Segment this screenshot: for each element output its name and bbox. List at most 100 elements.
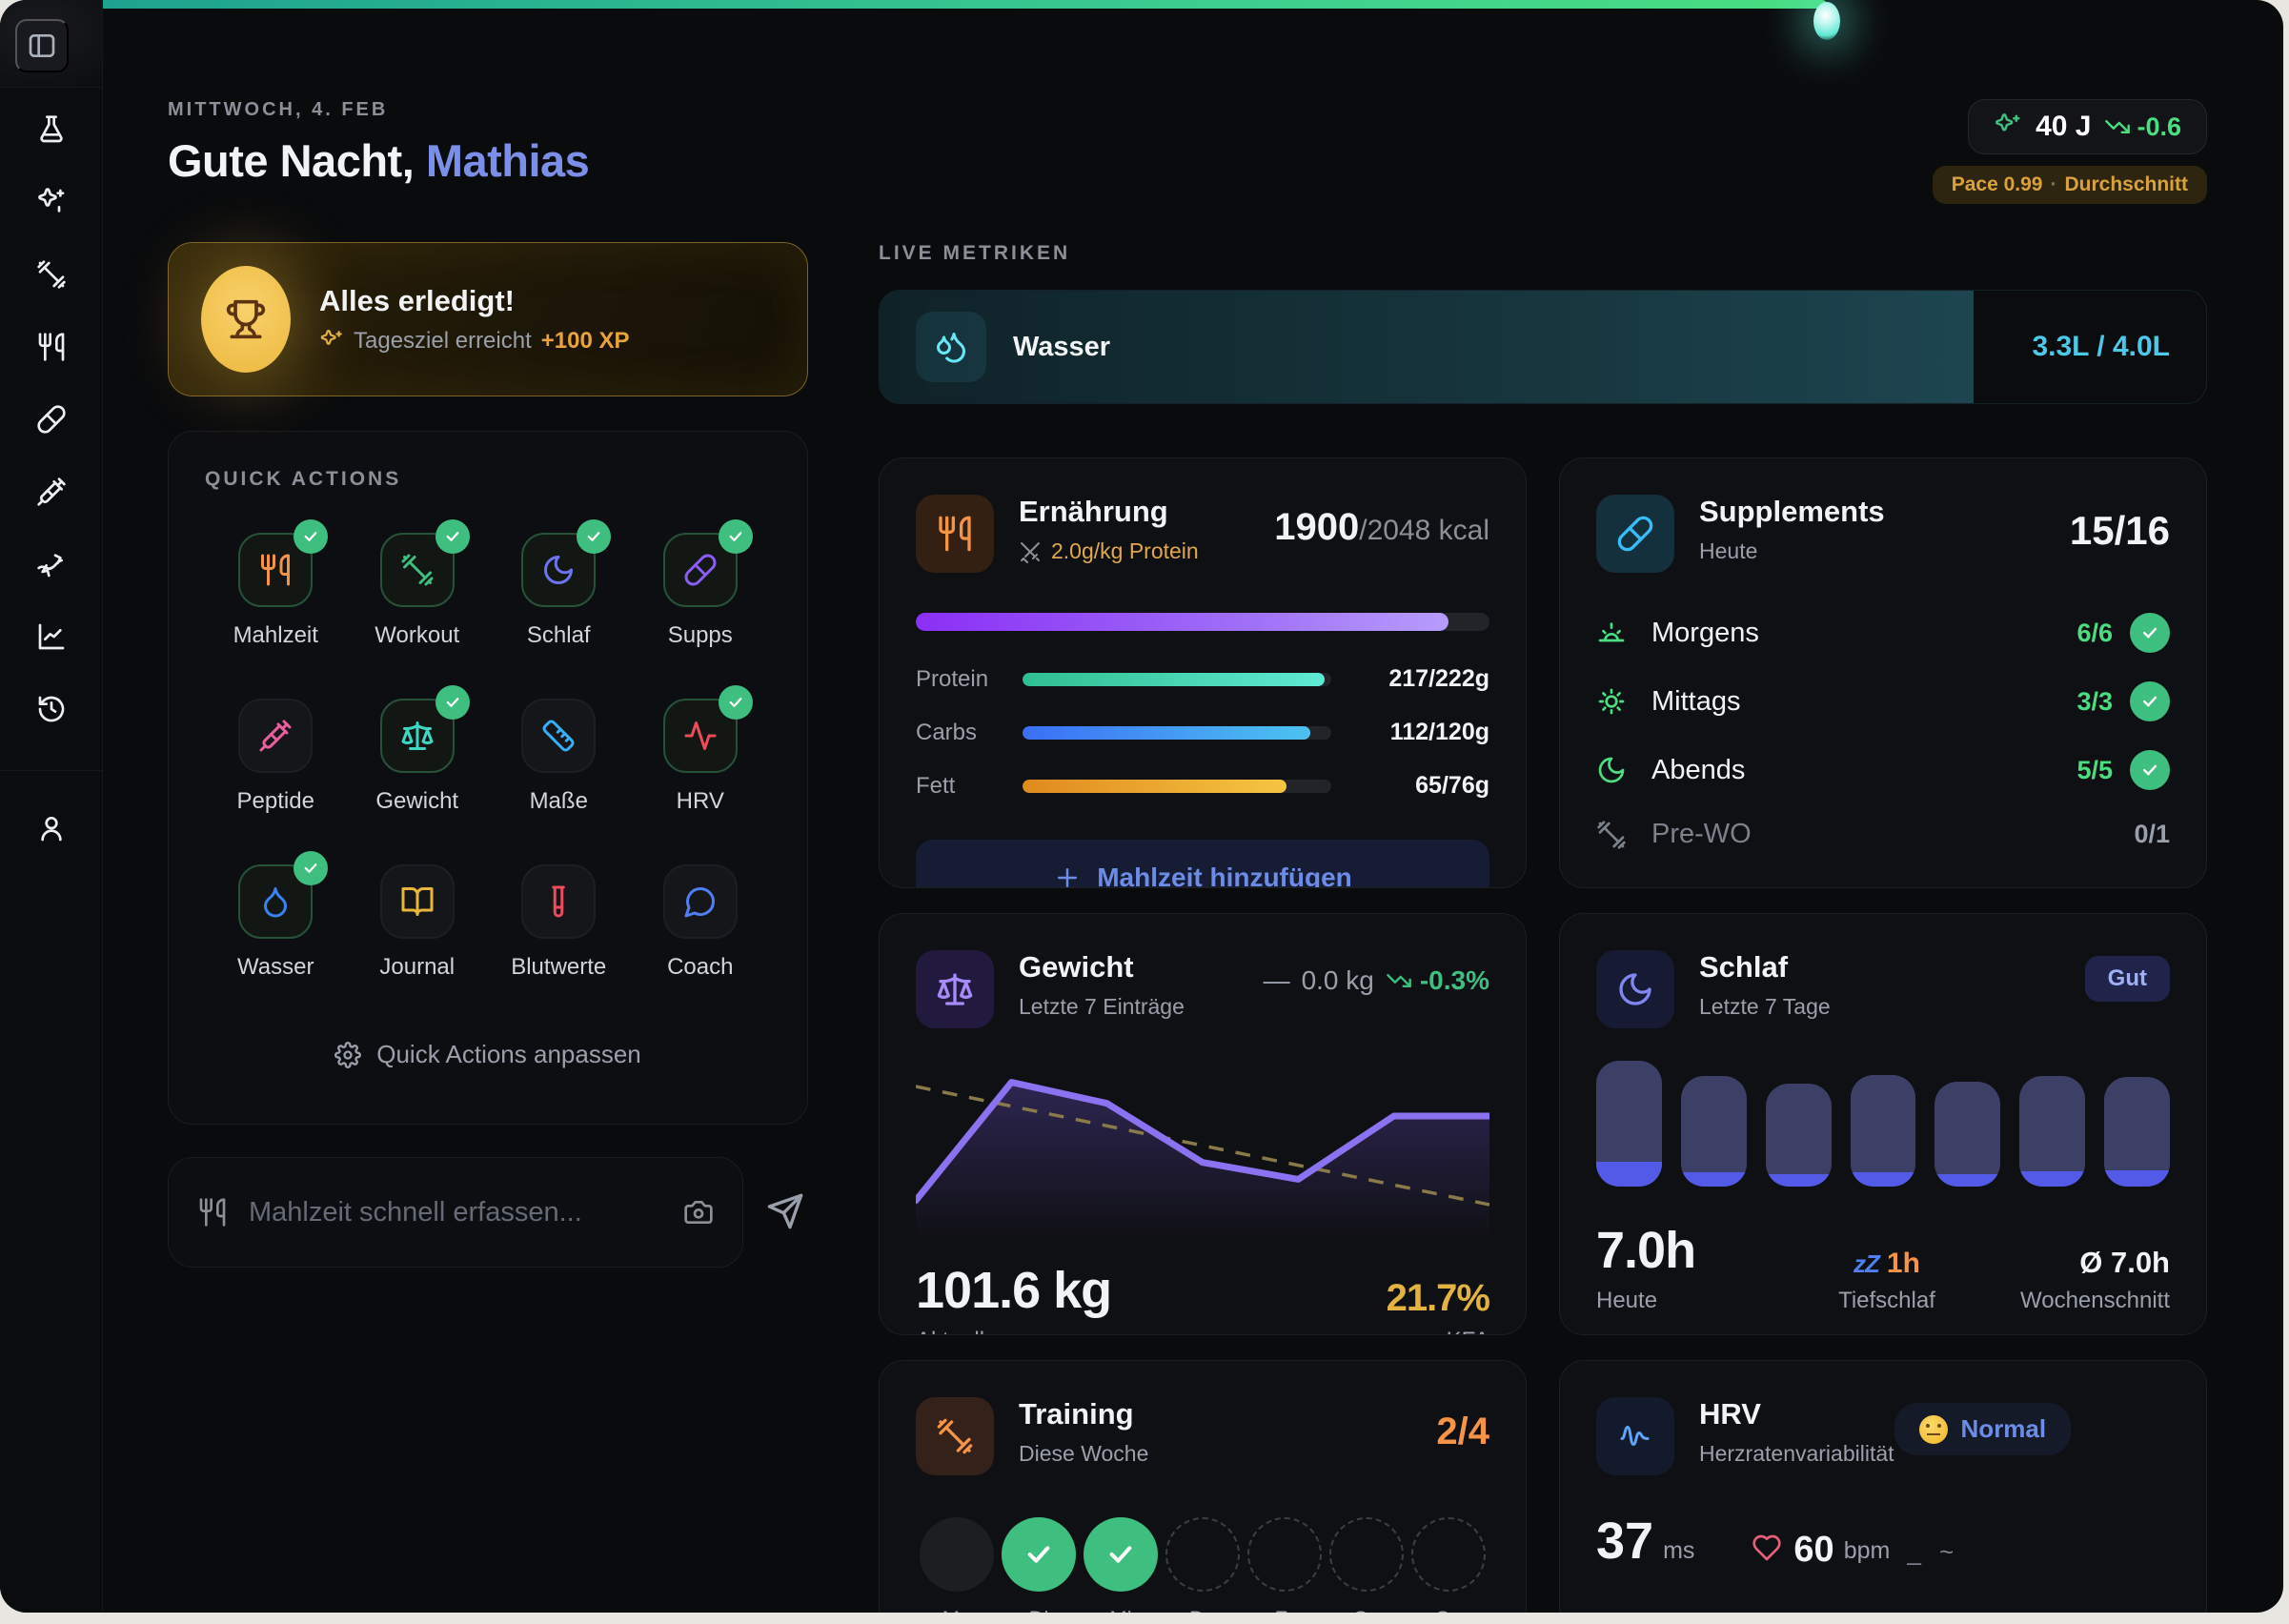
quick-capture-row <box>168 1157 808 1268</box>
hrv-value: 37 <box>1596 1512 1654 1570</box>
deep-sleep: zZ 1h Tiefschlaf <box>1838 1248 1935 1313</box>
sleep-card: Schlaf Letzte 7 Tage Gut 7.0h Heute <box>1559 913 2207 1335</box>
sidebar-item-nutrition[interactable] <box>30 326 72 368</box>
sleep-bar <box>1680 1075 1747 1187</box>
sidebar-item-training[interactable] <box>30 254 72 295</box>
quick-action-journal[interactable]: Journal <box>347 864 489 981</box>
sidebar-toggle-button[interactable] <box>15 19 69 72</box>
body-fat: 21.7% KFA <box>1386 1277 1490 1334</box>
check-badge <box>2130 681 2170 721</box>
check-badge <box>294 851 329 885</box>
sleep-average: Ø 7.0h Wochenschnitt <box>2020 1246 2170 1313</box>
supplement-row-prewo[interactable]: Pre-WO 0/1 <box>1596 819 2170 850</box>
quick-action-schlaf[interactable]: Schlaf <box>488 519 630 649</box>
sidebar-item-supplements[interactable] <box>30 398 72 440</box>
supplement-row-morgens[interactable]: Morgens 6/6 <box>1596 613 2170 653</box>
syringe-icon <box>36 477 66 506</box>
sidebar-item-ai[interactable] <box>30 181 72 223</box>
sidebar-item-activity[interactable] <box>30 543 72 585</box>
sidebar-item-analytics[interactable] <box>30 616 72 658</box>
training-day-so[interactable]: So <box>1411 1517 1486 1613</box>
protein-bar <box>1023 672 1325 686</box>
sidebar-item-peptides[interactable] <box>30 471 72 513</box>
quick-action-masse[interactable]: Maße <box>488 699 630 815</box>
water-metric-row[interactable]: Wasser 3.3L / 4.0L <box>879 290 2207 404</box>
achievement-xp: +100 XP <box>540 328 630 354</box>
xp-badge[interactable]: 40 J -0.6 <box>1968 99 2207 154</box>
quick-action-wasser[interactable]: Wasser <box>205 851 347 981</box>
main-content: MITTWOCH, 4. FEB Gute Nacht, Mathias 40 … <box>103 0 2283 1613</box>
day-progress-fill <box>0 0 1827 9</box>
sleep-bar <box>2104 1077 2171 1187</box>
sleep-bar-chart <box>1596 1061 2171 1187</box>
run-icon <box>36 554 63 578</box>
kcal-progress-fill <box>916 613 1448 631</box>
quick-action-coach[interactable]: Coach <box>630 864 772 981</box>
moon-icon <box>1619 973 1651 1005</box>
user-icon <box>40 817 62 842</box>
sleep-quality-badge: Gut <box>2084 956 2170 1002</box>
check-badge <box>577 519 612 554</box>
sparkles-icon <box>1995 113 2020 132</box>
utensils-icon <box>261 554 291 586</box>
pill-icon <box>1617 516 1653 552</box>
meal-capture-input[interactable] <box>249 1196 662 1228</box>
water-label: Wasser <box>1013 331 1111 362</box>
flask-icon <box>39 115 63 143</box>
weight-delta: — 0.0 kg -0.3% <box>1263 965 1489 995</box>
achievement-title: Alles erledigt! <box>319 284 515 317</box>
xp-delta: -0.6 <box>2104 112 2181 142</box>
sleep-today: 7.0h Heute <box>1596 1222 1696 1313</box>
check-badge <box>2130 750 2170 790</box>
test-tube-icon <box>552 885 565 918</box>
send-button[interactable] <box>762 1189 808 1235</box>
scale-icon <box>937 973 973 1005</box>
weight-current: 101.6 kg Aktuell <box>916 1262 1112 1334</box>
quick-actions-card: QUICK ACTIONS Mahlzeit Workout Schlaf Su… <box>168 431 808 1125</box>
sidebar <box>0 0 103 1613</box>
dumbbell-icon <box>937 1418 973 1454</box>
nutrition-title: Ernährung <box>1019 495 1168 528</box>
training-day-do[interactable]: Do <box>1165 1517 1240 1613</box>
quick-action-blutwerte[interactable]: Blutwerte <box>488 864 630 981</box>
training-day-di[interactable]: Di <box>1002 1517 1076 1613</box>
weight-title: Gewicht <box>1019 950 1134 984</box>
sidebar-divider <box>0 770 103 771</box>
sleep-bar <box>1935 1082 2001 1187</box>
heart-icon <box>1752 1534 1782 1561</box>
quick-action-mahlzeit[interactable]: Mahlzeit <box>205 519 347 649</box>
trend-down-icon <box>1387 974 1411 987</box>
sidebar-item-profile[interactable] <box>30 807 72 849</box>
training-day-sa[interactable]: Sa <box>1329 1517 1404 1613</box>
check-badge <box>718 685 753 720</box>
sun-icon <box>1598 688 1625 715</box>
sidebar-item-history[interactable] <box>30 688 72 730</box>
sleep-chip <box>1596 950 1674 1028</box>
meal-capture-field[interactable] <box>168 1157 743 1268</box>
check-badge <box>2130 613 2170 653</box>
sidebar-item-labs[interactable] <box>30 109 72 151</box>
supplements-score: 15/16 <box>2069 508 2170 553</box>
supplement-row-mittags[interactable]: Mittags 3/3 <box>1596 681 2170 721</box>
training-day-fr[interactable]: Fr <box>1247 1517 1322 1613</box>
ruler-icon <box>542 720 575 752</box>
supplements-chip <box>1596 495 1674 573</box>
fett-bar <box>1023 779 1287 793</box>
sleep-title: Schlaf <box>1699 950 1789 984</box>
customize-quick-actions-button[interactable]: Quick Actions anpassen <box>205 1040 771 1069</box>
quick-action-gewicht[interactable]: Gewicht <box>347 685 489 815</box>
training-day-mi[interactable]: Mi <box>1084 1517 1158 1613</box>
page-title: Gute Nacht, Mathias <box>168 135 590 186</box>
camera-icon[interactable] <box>683 1197 714 1228</box>
quick-action-hrv[interactable]: HRV <box>630 685 772 815</box>
add-meal-button[interactable]: Mahlzeit hinzufügen <box>916 840 1489 887</box>
quick-action-workout[interactable]: Workout <box>347 519 489 649</box>
utensils-icon <box>199 1198 226 1227</box>
supplement-row-abends[interactable]: Abends 5/5 <box>1596 750 2170 790</box>
history-icon <box>38 696 64 722</box>
dumbbell-icon <box>36 260 66 289</box>
droplet-icon <box>264 887 288 918</box>
training-day-mo[interactable]: Mo <box>920 1517 994 1613</box>
quick-action-supps[interactable]: Supps <box>630 519 772 649</box>
quick-action-peptide[interactable]: Peptide <box>205 699 347 815</box>
